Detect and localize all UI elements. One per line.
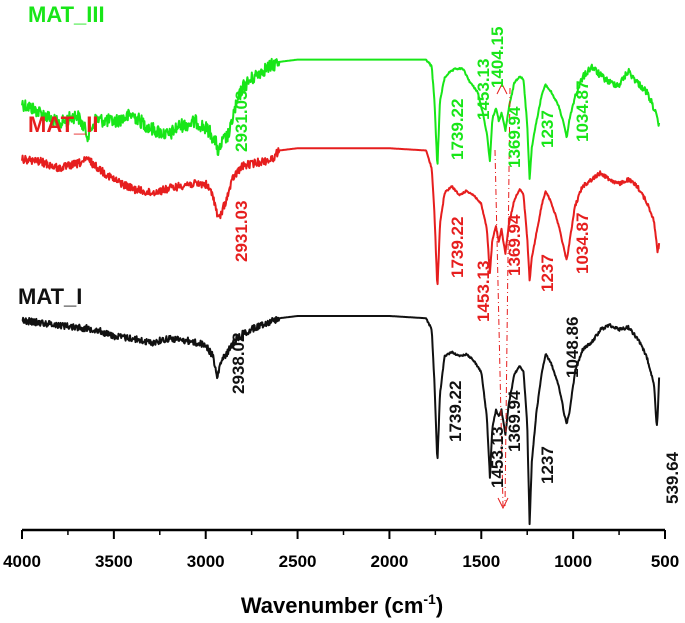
guide-line-1453: [494, 149, 504, 507]
peak-label-mat-ii: 1034.87: [573, 213, 592, 274]
guide-lines: [494, 82, 511, 510]
series-name-mat-i: MAT_I: [18, 284, 82, 309]
series-line-mat-ii: [21, 147, 661, 286]
x-tick-label: 1500: [462, 552, 500, 571]
series-line-mat-i: [21, 315, 661, 526]
peak-label-mat-i: 2938.02: [229, 333, 248, 394]
guide-arrow-bottom: [497, 497, 509, 510]
series-layer: [21, 57, 661, 526]
peak-label-mat-ii: 2931.03: [232, 201, 251, 262]
x-tick-label: 2500: [279, 552, 317, 571]
peak-label-mat-i: 1739.22: [446, 381, 465, 442]
series-line-mat-iii: [21, 57, 661, 180]
peak-label-mat-ii: 1369.94: [505, 214, 524, 276]
peak-label-mat-iii: 1237: [538, 110, 557, 148]
peak-label-mat-iii: 1369.94: [505, 106, 524, 168]
x-tick-label: 3000: [187, 552, 225, 571]
peak-label-mat-iii: 1404.15: [488, 27, 507, 88]
peak-label-mat-i: 1369.94: [505, 390, 524, 452]
x-tick-label: 2000: [371, 552, 409, 571]
peak-label-mat-ii: 1739.22: [448, 217, 467, 278]
peak-label-mat-iii: 1453.13: [474, 59, 493, 120]
peak-label-mat-iii: 1739.22: [448, 99, 467, 160]
peak-label-mat-i: 1237: [538, 446, 557, 484]
peak-label-mat-iii: 2931.03: [232, 91, 251, 152]
x-tick-label: 1000: [554, 552, 592, 571]
x-tick-label: 500: [651, 552, 679, 571]
x-axis-title: Wavenumber (cm-1): [241, 591, 443, 618]
peak-label-mat-ii: 1453.13: [474, 261, 493, 322]
guide-arrow-top: [496, 82, 508, 95]
peak-label-mat-i: 1048.86: [563, 317, 582, 378]
series-name-mat-iii: MAT_III: [28, 2, 105, 27]
series-name-mat-ii: MAT_II: [28, 112, 98, 137]
x-tick-label: 3500: [95, 552, 133, 571]
peak-label-mat-i: 539.64: [663, 451, 682, 504]
peak-label-mat-iii: 1034.87: [573, 81, 592, 142]
peak-label-mat-ii: 1237: [538, 254, 557, 292]
peak-label-mat-i: 1453.13: [488, 427, 507, 488]
x-axis: 4000 3500 3000 2500 2000 1500 1000 500 Wavenumbe…: [3, 528, 679, 618]
guide-line-1369: [504, 87, 511, 507]
x-tick-label: 4000: [3, 552, 41, 571]
